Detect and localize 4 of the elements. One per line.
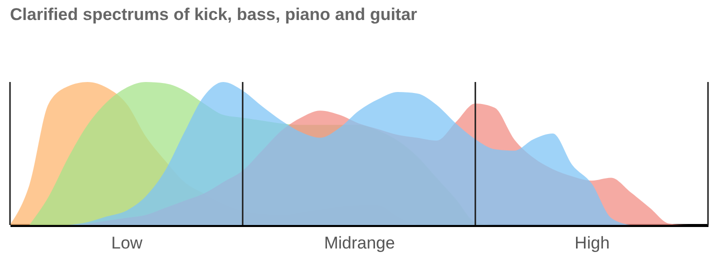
- x-tick-label: Low: [111, 234, 144, 252]
- x-tick-label: Midrange: [324, 234, 395, 252]
- chart-title: Clarified spectrums of kick, bass, piano and guitar: [10, 5, 418, 24]
- x-tick-label: High: [574, 234, 610, 252]
